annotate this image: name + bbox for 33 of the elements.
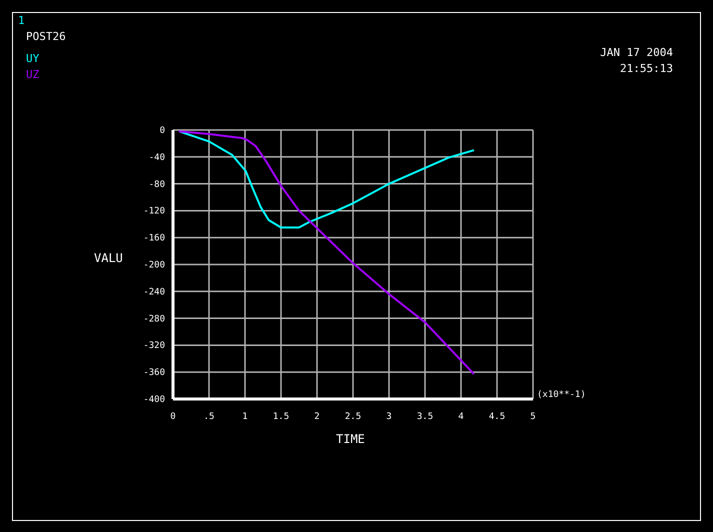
text: 21:55:13 [620,62,673,75]
x-tick-label: .5 [204,412,214,422]
y-tick-label: -400 [143,395,165,405]
x-tick-label: 2 [314,412,320,422]
text: JAN 17 2004 [600,46,673,59]
x-tick-label: 1.5 [272,412,290,422]
x-tick-label: 2.5 [344,412,362,422]
x-tick-label: 3.5 [416,412,434,422]
text: 1 [18,14,25,27]
y-tick-label: -320 [143,341,165,352]
x-tick-label: 0 [170,412,176,422]
x-tick-label: 5 [530,412,536,422]
y-tick-label: -80 [148,180,165,190]
y-tick-label: -40 [148,152,165,163]
x-tick-label: 1 [242,412,248,422]
line-series [178,130,475,376]
text: UY [26,52,40,67]
line-series [178,130,475,229]
y-tick-label: 0 [160,126,165,136]
x-tick-label: 3 [386,412,392,422]
y-tick-label: -120 [143,206,165,217]
y-axis-title: VALU [94,251,123,265]
text: (x10**-1) [537,390,586,400]
y-tick-label: -280 [143,314,165,324]
y-tick-label: -160 [143,234,165,244]
x-axis-title: TIME [336,432,365,446]
y-tick-label: -360 [143,368,165,378]
text: UZ [26,68,40,83]
y-tick-label: -200 [143,260,165,270]
x-tick-label: 4.5 [488,412,506,422]
x-tick-label: 4 [458,412,464,422]
y-tick-label: -240 [143,287,165,298]
text: POST26 [26,30,66,43]
